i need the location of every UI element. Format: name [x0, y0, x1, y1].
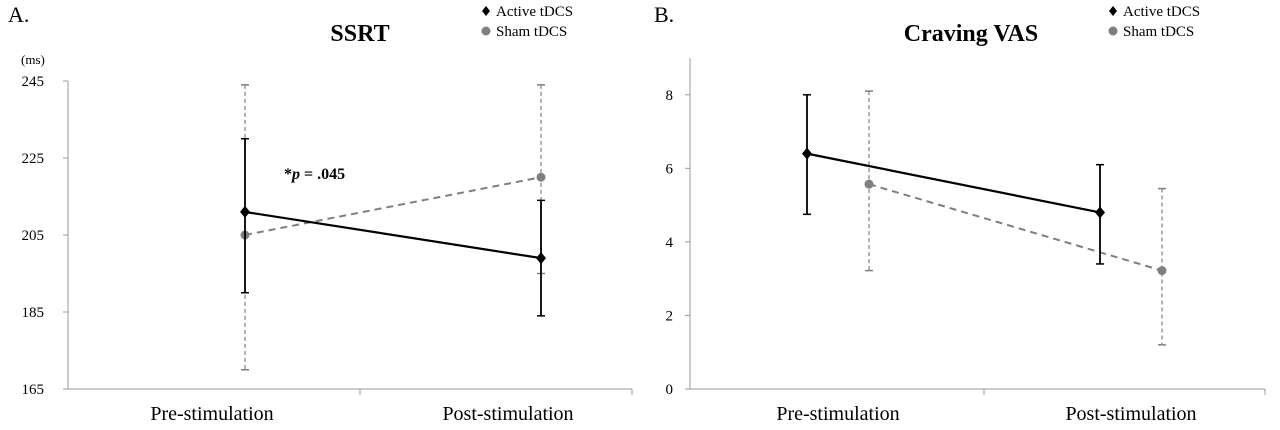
- y-tick-label: 245: [22, 74, 45, 90]
- legend-label: Sham tDCS: [1123, 24, 1194, 40]
- y-tick-label: 0: [666, 382, 674, 398]
- series-line: [806, 152, 1101, 214]
- data-point-circle: [864, 179, 874, 189]
- legend-marker-diamond: [482, 6, 490, 16]
- series-active: [240, 138, 546, 317]
- series-line: [244, 176, 542, 236]
- chart-title: SSRT: [330, 21, 389, 47]
- y-tick-label: 2: [666, 308, 674, 324]
- legend-marker-diamond: [1109, 6, 1117, 16]
- data-point-diamond: [240, 205, 250, 218]
- legend-label: Active tDCS: [496, 4, 573, 20]
- data-point-diamond: [802, 147, 812, 160]
- y-axis-label: (ms): [21, 52, 45, 67]
- legend-label: Active tDCS: [1123, 4, 1200, 20]
- y-tick-label: 185: [22, 305, 45, 321]
- y-tick-label: 165: [22, 382, 45, 398]
- series-line: [244, 210, 542, 260]
- panel-b: B. Craving VAS 0 2 4 6 8 Pre-stimulation Post-st…: [654, 2, 1266, 425]
- legend-marker-circle: [481, 26, 491, 36]
- data-point-circle: [536, 172, 546, 182]
- x-tick-label: Post-stimulation: [442, 403, 573, 425]
- legend-marker-circle: [1108, 26, 1118, 36]
- data-point-diamond: [1095, 206, 1105, 219]
- series-sham: [240, 84, 546, 371]
- panel-a: A. SSRT (ms) 165 185 205 225 245 Pre-stimulation…: [8, 2, 633, 425]
- y-tick-label: 225: [22, 151, 45, 167]
- series-sham: [864, 90, 1167, 346]
- y-tick-label: 8: [666, 88, 674, 104]
- data-point-circle: [1157, 266, 1167, 276]
- significance-annotation: *p = .045: [284, 166, 345, 183]
- y-tick-label: 4: [666, 235, 674, 251]
- annotation-value: = .045: [300, 166, 345, 183]
- legend: Active tDCS Sham tDCS: [1108, 4, 1200, 40]
- panel-label: B.: [654, 2, 674, 27]
- y-tick-label: 205: [22, 228, 45, 244]
- annotation-prefix: *: [284, 166, 292, 183]
- data-point-diamond: [536, 252, 546, 265]
- legend-label: Sham tDCS: [496, 24, 567, 40]
- series-active: [802, 94, 1105, 265]
- panel-label: A.: [8, 2, 29, 27]
- legend: Active tDCS Sham tDCS: [481, 4, 573, 40]
- annotation-p: p: [290, 166, 300, 183]
- x-tick-label: Post-stimulation: [1065, 403, 1196, 425]
- series-line: [868, 183, 1163, 272]
- chart-title: Craving VAS: [904, 21, 1038, 47]
- x-tick-label: Pre-stimulation: [776, 403, 899, 425]
- y-tick-label: 6: [666, 161, 674, 177]
- x-tick-label: Pre-stimulation: [150, 403, 273, 425]
